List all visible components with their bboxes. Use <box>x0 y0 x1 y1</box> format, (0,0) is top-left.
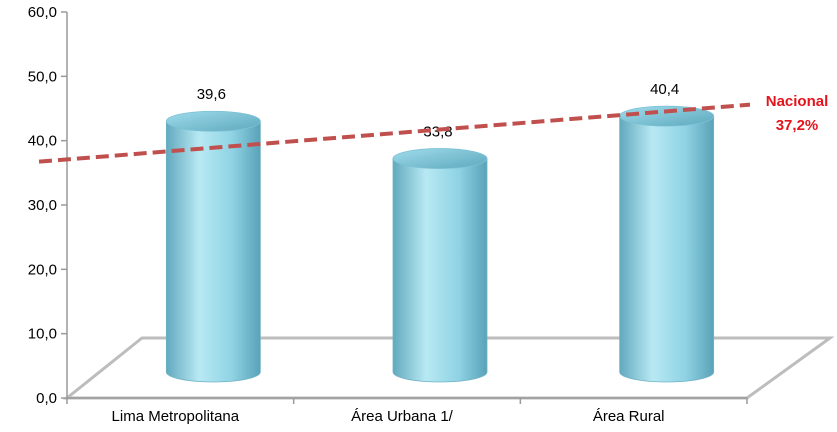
y-tick-label: 30,0 <box>28 197 57 214</box>
y-tick-label: 40,0 <box>28 133 57 150</box>
bars: 39,633,840,4 <box>165 81 715 383</box>
data-label: 40,4 <box>650 81 679 98</box>
y-tick-label: 0,0 <box>36 390 57 407</box>
bar-top <box>392 148 488 169</box>
data-label: 39,6 <box>197 86 226 103</box>
bar <box>619 115 715 383</box>
category-label: Área Urbana 1/ <box>351 408 454 425</box>
y-tick-label: 10,0 <box>28 326 57 343</box>
category-label: Área Rural <box>593 408 665 425</box>
x-ticks <box>66 398 748 404</box>
bar-top <box>165 110 261 132</box>
reference-line-name: Nacional <box>766 93 829 110</box>
reference-line-group: Nacional 37,2% <box>38 93 829 164</box>
y-tick-label: 50,0 <box>28 68 57 85</box>
y-ticks: 0,0 10,0 20,0 30,0 40,0 50,0 60,0 <box>28 4 67 407</box>
category-labels: Lima Metropolitana Área Urbana 1/Área Rur… <box>112 408 665 425</box>
y-tick-label: 20,0 <box>28 261 57 278</box>
reference-line-value: 37,2% <box>776 117 819 134</box>
bar-top <box>619 105 715 127</box>
y-tick-label: 60,0 <box>28 4 57 21</box>
bar <box>165 120 261 383</box>
category-label: Lima Metropolitana <box>112 408 240 425</box>
reference-line <box>38 102 751 164</box>
bar <box>392 158 488 383</box>
